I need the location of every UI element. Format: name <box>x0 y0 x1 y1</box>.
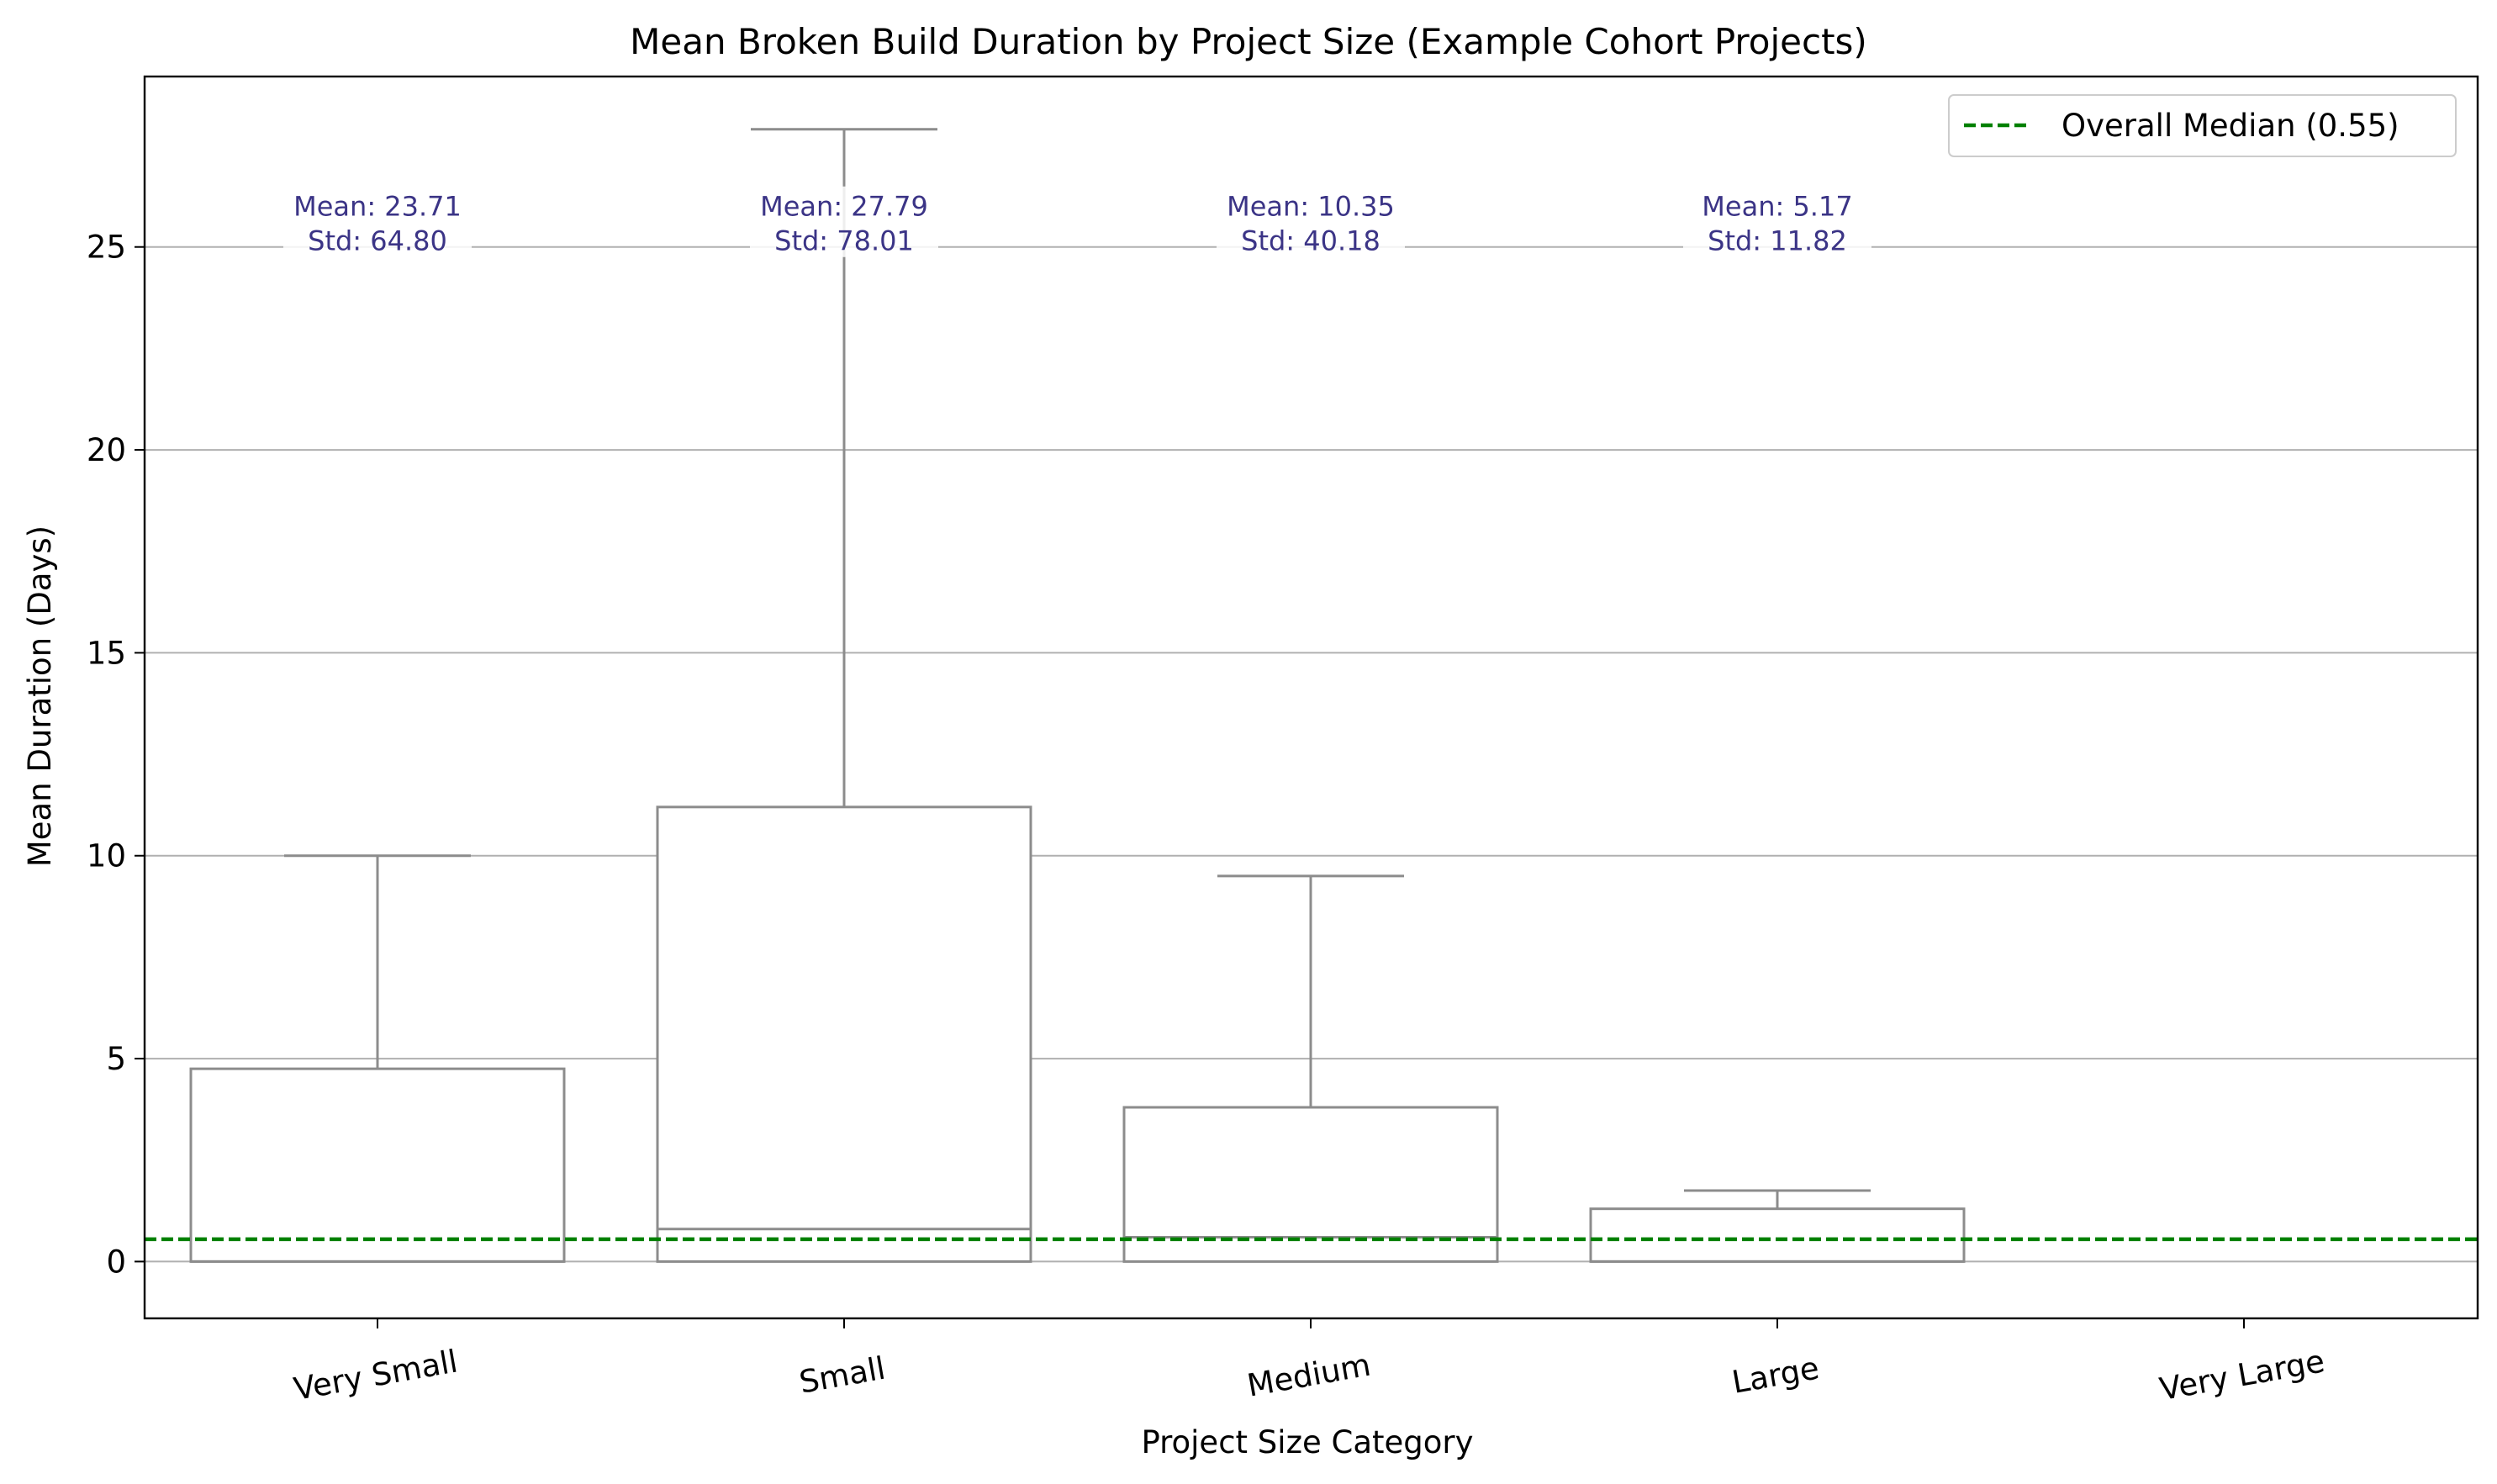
legend: Overall Median (0.55) <box>1948 94 2457 157</box>
annotation-background-medium <box>1217 186 1405 257</box>
box-very-small <box>189 1067 566 1263</box>
boxplot-very-small <box>189 854 566 1263</box>
annotation-std-large: Std: 11.82 <box>1708 225 1847 257</box>
annotation-std-medium: Std: 40.18 <box>1241 225 1380 257</box>
y-tick-label-20: 20 <box>87 432 126 468</box>
y-axis-label: Mean Duration (Days) <box>22 525 58 867</box>
boxplot-large <box>1589 1189 1966 1263</box>
annotation-mean-large: Mean: 5.17 <box>1702 191 1852 223</box>
annotation-background-large <box>1683 186 1871 257</box>
annotation-mean-medium: Mean: 10.35 <box>1227 191 1395 223</box>
y-tick-label-15: 15 <box>87 635 126 671</box>
x-axis-label: Project Size Category <box>1141 1424 1473 1460</box>
annotation-mean-very-small: Mean: 23.71 <box>293 191 462 223</box>
box-medium <box>1122 1106 1499 1263</box>
boxplot-medium <box>1122 874 1499 1263</box>
legend-frame <box>1948 94 2457 157</box>
box-small <box>656 805 1032 1263</box>
annotation-std-very-small: Std: 64.80 <box>308 225 447 257</box>
annotation-mean-small: Mean: 27.79 <box>760 191 928 223</box>
chart-title: Mean Broken Build Duration by Project Si… <box>630 21 1867 62</box>
y-tick-label-0: 0 <box>106 1244 126 1280</box>
y-tick-label-10: 10 <box>87 838 126 874</box>
annotation-background-very-small <box>283 186 472 257</box>
y-tick-label-5: 5 <box>106 1041 126 1077</box>
box-large <box>1589 1207 1966 1263</box>
boxplots <box>189 128 1966 1263</box>
annotation-std-small: Std: 78.01 <box>774 225 914 257</box>
y-tick-label-25: 25 <box>87 230 126 266</box>
annotation-background-small <box>750 186 938 257</box>
boxplot-small <box>656 128 1032 1263</box>
legend-label-overall-median: Overall Median (0.55) <box>2061 108 2399 144</box>
